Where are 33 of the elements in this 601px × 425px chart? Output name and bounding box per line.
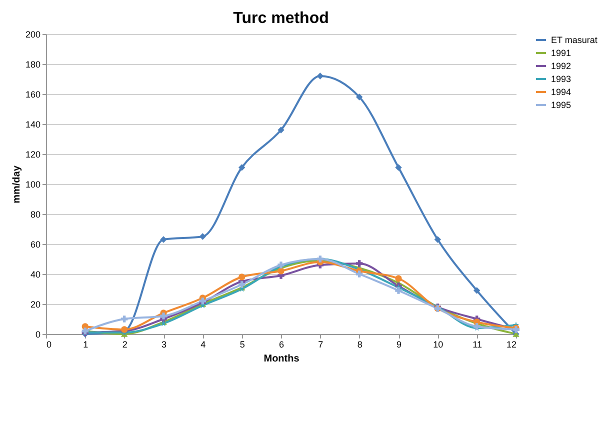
legend-label: 1991 <box>551 48 572 58</box>
y-tick-label: 60 <box>30 240 40 250</box>
y-tick-label: 100 <box>25 180 40 190</box>
legend-label: ET masurat <box>551 35 598 45</box>
x-tick-label: 11 <box>472 340 482 350</box>
y-tick-label: 20 <box>30 300 40 310</box>
y-tick-label: 140 <box>25 120 40 130</box>
x-tick-label: 2 <box>122 340 128 350</box>
x-tick-label: 5 <box>240 340 245 350</box>
x-tick-label: 10 <box>433 340 444 350</box>
legend-label: 1993 <box>551 74 572 84</box>
y-tick-label: 180 <box>25 60 40 70</box>
x-axis-title: Months <box>264 354 300 364</box>
y-tick-label: 80 <box>30 210 40 220</box>
x-tick-label: 6 <box>278 340 284 350</box>
y-tick-label: 160 <box>25 90 40 100</box>
legend-label: 1995 <box>551 100 572 110</box>
x-tick-label: 4 <box>200 340 206 350</box>
legend-label: 1992 <box>551 61 572 71</box>
y-tick-label: 120 <box>25 150 40 160</box>
legend-label: 1994 <box>551 87 572 97</box>
chart-title: Turc method <box>233 10 329 27</box>
x-tick-label: 8 <box>357 340 362 350</box>
y-tick-label: 0 <box>35 330 40 340</box>
x-tick-label: 1 <box>83 340 88 350</box>
x-tick-label: 3 <box>161 340 167 350</box>
y-axis-title: mm/day <box>11 165 22 204</box>
x-tick-label: 7 <box>318 340 324 350</box>
y-tick-label: 40 <box>30 270 40 280</box>
x-tick-label: 0 <box>46 340 52 350</box>
y-tick-label: 200 <box>25 30 40 40</box>
x-tick-label: 12 <box>506 340 516 350</box>
x-tick-label: 9 <box>396 340 402 350</box>
